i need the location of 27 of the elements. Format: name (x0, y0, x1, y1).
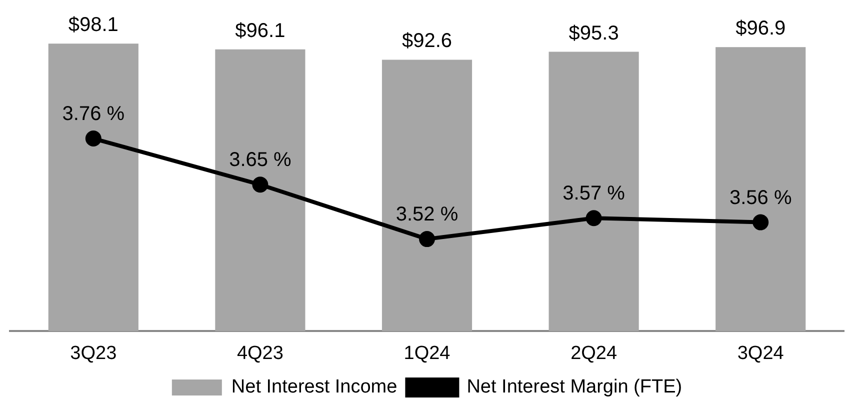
data-label: 3.65 % (229, 149, 292, 172)
data-label: 3.52 % (396, 204, 458, 226)
data-label: $98.1 (68, 14, 118, 36)
point (252, 176, 268, 193)
data-label: $96.9 (736, 18, 786, 40)
x-tick-label: 2Q24 (570, 342, 618, 364)
bar (48, 44, 138, 332)
data-label: 3.57 % (562, 182, 626, 205)
point (586, 210, 602, 226)
point (419, 231, 435, 248)
data-label: $92.6 (402, 30, 452, 52)
x-tick-label: 3Q23 (70, 342, 117, 364)
legend-label: Net Interest Income (231, 376, 398, 398)
data-label: 3.76 % (62, 103, 125, 126)
point (752, 214, 769, 230)
point (85, 130, 102, 147)
legend-label: Net Interest Margin (FTE) (466, 376, 682, 398)
x-tick-label: 4Q23 (236, 342, 284, 364)
data-label: $96.1 (235, 20, 286, 42)
data-label: $95.3 (568, 22, 619, 44)
bar (548, 52, 639, 332)
bar (382, 60, 472, 332)
x-tick-label: 1Q24 (404, 342, 451, 364)
data-label: 3.56 % (729, 186, 792, 209)
bar (716, 47, 806, 332)
x-tick-label: 3Q24 (737, 342, 784, 364)
bar (215, 49, 306, 332)
